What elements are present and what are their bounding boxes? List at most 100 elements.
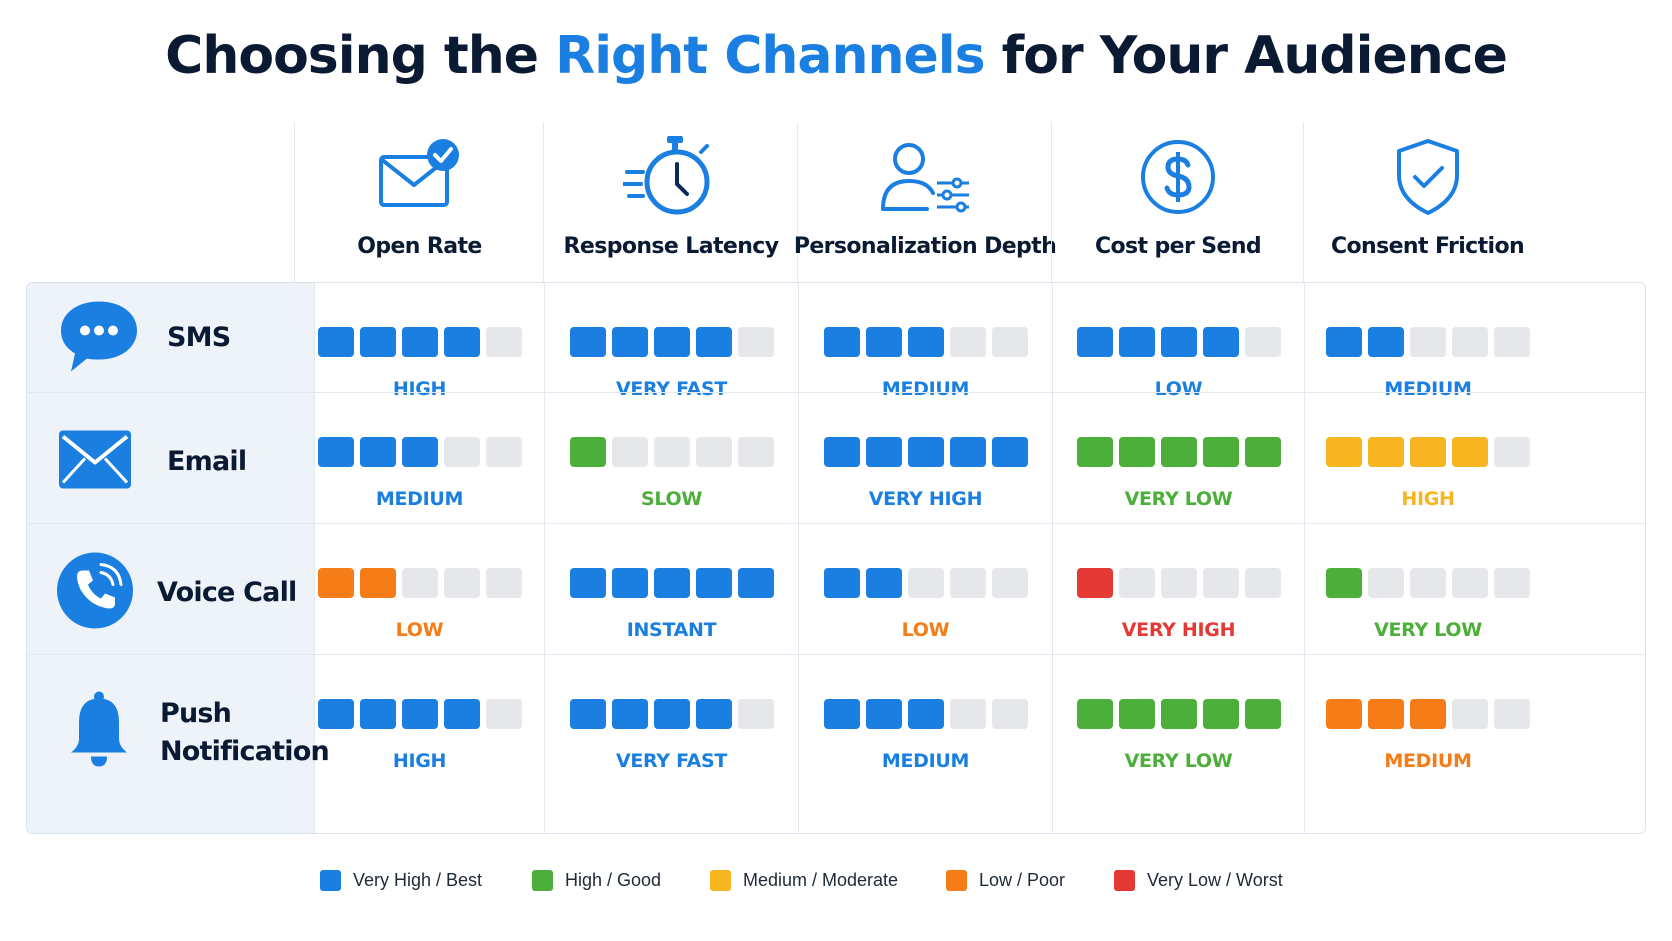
score-cell-personalization-depth: VERY HIGH bbox=[798, 393, 1052, 531]
score-segment-filled bbox=[1076, 699, 1113, 729]
score-bar bbox=[1326, 327, 1530, 357]
score-segment-filled bbox=[1244, 437, 1281, 467]
score-segment-filled bbox=[695, 568, 732, 598]
score-segment-filled bbox=[611, 327, 648, 357]
score-segment-filled bbox=[569, 437, 606, 467]
score-segment-empty bbox=[1452, 568, 1488, 598]
score-bar bbox=[823, 327, 1028, 357]
score-bar bbox=[823, 699, 1028, 729]
comparison-table: SMS HIGH VERY FAST MEDIUM LOW MEDIUM Email M… bbox=[26, 282, 1646, 834]
score-segment-empty bbox=[443, 568, 480, 598]
score-segment-filled bbox=[1326, 327, 1362, 357]
score-segment-empty bbox=[653, 437, 690, 467]
score-segment-empty bbox=[1368, 568, 1404, 598]
row-header: Push Notification bbox=[27, 655, 330, 833]
score-segment-empty bbox=[485, 568, 522, 598]
score-cell-open-rate: MEDIUM bbox=[295, 393, 544, 531]
legend-label: Medium / Moderate bbox=[743, 870, 899, 890]
row-header: SMS bbox=[27, 283, 315, 392]
legend-label: High / Good bbox=[565, 870, 662, 890]
score-segment-filled bbox=[1410, 437, 1446, 467]
column-label: Cost per Send bbox=[1094, 234, 1262, 259]
score-segment-filled bbox=[1160, 327, 1197, 357]
score-segment-filled bbox=[991, 437, 1028, 467]
legend-item-low-poor: Low / Poor bbox=[946, 870, 1065, 891]
table-row-voice-call: Voice Call LOW INSTANT LOW VERY HIGH VERY LO… bbox=[27, 523, 1645, 662]
legend-swatch bbox=[1114, 870, 1135, 891]
score-segment-empty bbox=[1494, 327, 1530, 357]
score-segment-filled bbox=[569, 327, 606, 357]
rating-label: MEDIUM bbox=[881, 750, 970, 772]
score-segment-filled bbox=[865, 568, 902, 598]
legend-label: Very High / Best bbox=[353, 870, 483, 890]
score-segment-empty bbox=[1494, 437, 1530, 467]
score-segment-empty bbox=[401, 568, 438, 598]
score-segment-empty bbox=[1452, 327, 1488, 357]
table-row-email: Email MEDIUM SLOW VERY HIGH VERY LOW HIGH bbox=[27, 392, 1645, 531]
column-label: Open Rate bbox=[357, 234, 482, 259]
phone-icon bbox=[55, 551, 135, 636]
score-cell-open-rate: HIGH bbox=[295, 283, 544, 400]
legend-label: Very Low / Worst bbox=[1147, 870, 1283, 890]
score-segment-empty bbox=[1160, 568, 1197, 598]
score-cell-consent-friction: HIGH bbox=[1304, 393, 1551, 531]
legend: Very High / Best High / Good Medium / Mode… bbox=[0, 870, 1672, 900]
score-segment-empty bbox=[737, 327, 774, 357]
score-segment-filled bbox=[823, 699, 860, 729]
score-segment-empty bbox=[695, 437, 732, 467]
score-segment-empty bbox=[1494, 699, 1530, 729]
column-header-open-rate: Open Rate bbox=[294, 122, 544, 282]
score-segment-filled bbox=[317, 437, 354, 467]
score-segment-filled bbox=[443, 699, 480, 729]
score-bar bbox=[317, 568, 522, 598]
rating-label: MEDIUM bbox=[1384, 378, 1472, 400]
score-segment-filled bbox=[1452, 437, 1488, 467]
score-segment-empty bbox=[1494, 568, 1530, 598]
score-cell-personalization-depth: MEDIUM bbox=[798, 655, 1052, 833]
rating-label: HIGH bbox=[1401, 488, 1455, 510]
score-segment-empty bbox=[907, 568, 944, 598]
score-bar bbox=[1076, 437, 1281, 467]
score-segment-empty bbox=[949, 327, 986, 357]
score-segment-filled bbox=[1368, 327, 1404, 357]
score-bar bbox=[1076, 568, 1281, 598]
score-segment-filled bbox=[1202, 437, 1239, 467]
score-segment-filled bbox=[823, 568, 860, 598]
score-segment-filled bbox=[1410, 699, 1446, 729]
score-segment-filled bbox=[1244, 699, 1281, 729]
score-cell-consent-friction: MEDIUM bbox=[1304, 655, 1551, 833]
score-cell-personalization-depth: MEDIUM bbox=[798, 283, 1052, 400]
legend-item-high-good: High / Good bbox=[532, 870, 661, 891]
rating-label: VERY LOW bbox=[1374, 619, 1482, 641]
score-segment-filled bbox=[317, 568, 354, 598]
table-row-push-notification: Push Notification HIGH VERY FAST MEDIUM VER… bbox=[27, 654, 1645, 833]
score-segment-filled bbox=[611, 699, 648, 729]
score-segment-empty bbox=[991, 327, 1028, 357]
score-segment-filled bbox=[569, 699, 606, 729]
column-header-consent-friction: Consent Friction bbox=[1303, 122, 1551, 282]
rating-label: VERY LOW bbox=[1124, 750, 1233, 772]
score-segment-filled bbox=[1076, 327, 1113, 357]
column-label: Consent Friction bbox=[1330, 234, 1525, 259]
score-segment-filled bbox=[1326, 568, 1362, 598]
score-segment-empty bbox=[1410, 327, 1446, 357]
rating-label: LOW bbox=[1154, 378, 1203, 400]
score-segment-filled bbox=[907, 699, 944, 729]
score-cell-open-rate: HIGH bbox=[295, 655, 544, 833]
score-segment-filled bbox=[1326, 437, 1362, 467]
column-header-cost-per-send: Cost per Send bbox=[1051, 122, 1304, 282]
score-bar bbox=[823, 437, 1028, 467]
rating-label: SLOW bbox=[640, 488, 703, 510]
score-segment-filled bbox=[949, 437, 986, 467]
score-cell-cost-per-send: VERY LOW bbox=[1052, 393, 1304, 531]
legend-item-medium-moderate: Medium / Moderate bbox=[710, 870, 898, 891]
legend-swatch bbox=[710, 870, 731, 891]
bell-icon bbox=[67, 690, 131, 775]
score-cell-cost-per-send: VERY LOW bbox=[1052, 655, 1304, 833]
score-segment-filled bbox=[317, 699, 354, 729]
score-segment-filled bbox=[1118, 437, 1155, 467]
score-segment-filled bbox=[737, 568, 774, 598]
score-bar bbox=[1326, 699, 1530, 729]
channel-name: Voice Call bbox=[157, 577, 297, 608]
score-bar bbox=[317, 437, 522, 467]
